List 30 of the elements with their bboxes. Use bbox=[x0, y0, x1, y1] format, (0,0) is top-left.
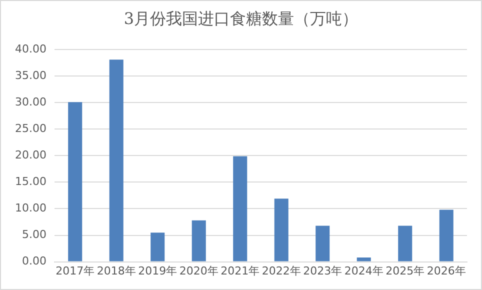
bar bbox=[439, 210, 454, 262]
bar bbox=[150, 232, 165, 262]
y-tick-label: 15.00 bbox=[14, 175, 46, 188]
x-tick-label: 2025年 bbox=[386, 264, 425, 278]
bar bbox=[316, 226, 330, 262]
bar bbox=[274, 198, 288, 262]
y-tick-label: 5.00 bbox=[22, 228, 46, 242]
x-tick-label: 2021年 bbox=[220, 264, 260, 278]
y-tick-label: 40.00 bbox=[14, 42, 46, 56]
x-tick-label: 2019年 bbox=[138, 264, 178, 278]
x-tick-label: 2017年 bbox=[56, 264, 95, 278]
y-tick-label: 10.00 bbox=[14, 202, 46, 215]
bar bbox=[398, 226, 412, 262]
y-tick-label: 20.00 bbox=[14, 148, 46, 162]
x-tick-label: 2026年 bbox=[426, 264, 466, 278]
x-tick-label: 2022年 bbox=[262, 264, 301, 278]
chart-title: 3月份我国进口食糖数量（万吨） bbox=[122, 9, 360, 30]
y-tick-label: 35.00 bbox=[14, 68, 46, 82]
bar bbox=[233, 156, 248, 262]
x-tick-label: 2018年 bbox=[96, 264, 136, 278]
x-tick-label: 2020年 bbox=[179, 264, 218, 278]
bar bbox=[356, 258, 371, 262]
bar bbox=[109, 60, 124, 262]
x-tick-label: 2024年 bbox=[344, 264, 384, 278]
bar bbox=[68, 102, 82, 262]
y-tick-label: 0.00 bbox=[22, 254, 46, 268]
y-tick-label: 30.00 bbox=[14, 96, 46, 109]
x-tick-label: 2023年 bbox=[303, 264, 342, 278]
bar bbox=[192, 220, 206, 262]
y-tick-label: 25.00 bbox=[14, 122, 46, 136]
